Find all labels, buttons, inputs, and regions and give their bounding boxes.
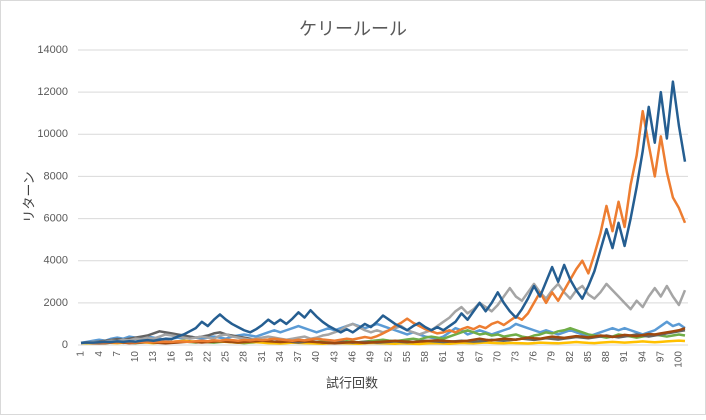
- x-tick-label: 13: [148, 351, 159, 363]
- x-tick-label: 70: [492, 351, 503, 363]
- y-tick-label: 2000: [44, 297, 68, 309]
- x-tick-label: 58: [420, 351, 431, 363]
- x-tick-label: 91: [619, 351, 630, 363]
- x-tick-label: 88: [601, 351, 612, 363]
- series-line: [80, 80, 687, 345]
- y-tick-label: 4000: [44, 255, 68, 267]
- y-tick-label: 10000: [37, 128, 68, 140]
- y-axis-title: リターン: [21, 171, 36, 222]
- x-tick-label: 67: [474, 351, 485, 363]
- y-tick-label: 6000: [44, 212, 68, 224]
- x-tick-label: 16: [166, 351, 177, 363]
- y-tick-label: 8000: [44, 170, 68, 182]
- x-tick-label: 34: [275, 351, 286, 363]
- x-tick-label: 97: [655, 351, 666, 363]
- x-tick-label: 85: [583, 351, 594, 363]
- y-tick-label: 0: [62, 339, 68, 351]
- y-tick-label: 14000: [37, 44, 68, 56]
- x-axis-title: 試行回数: [326, 375, 378, 390]
- x-tick-label: 100: [674, 351, 685, 368]
- x-tick-label: 43: [329, 351, 340, 363]
- x-tick-label: 7: [112, 351, 123, 357]
- x-tick-label: 19: [184, 351, 195, 363]
- x-tick-label: 49: [366, 351, 377, 363]
- x-tick-label: 82: [565, 351, 576, 363]
- x-tick-label: 73: [511, 351, 522, 363]
- x-tick-label: 79: [547, 351, 558, 363]
- x-tick-label: 52: [384, 351, 395, 363]
- x-tick-label: 46: [347, 351, 358, 363]
- x-tick-label: 55: [402, 351, 413, 363]
- x-tick-label: 1: [76, 351, 87, 357]
- x-tick-label: 10: [130, 351, 141, 363]
- x-tick-label: 4: [94, 351, 105, 357]
- series-line: [80, 109, 687, 345]
- x-tick-label: 40: [311, 351, 322, 363]
- x-tick-label: 37: [293, 351, 304, 363]
- x-tick-label: 25: [221, 351, 232, 363]
- x-tick-label: 64: [456, 351, 467, 363]
- y-tick-label: 12000: [37, 86, 68, 98]
- x-tick-label: 61: [438, 351, 449, 363]
- chart-title: ケリールール: [299, 19, 407, 39]
- x-tick-label: 22: [202, 351, 213, 363]
- x-tick-label: 28: [239, 351, 250, 363]
- x-tick-label: 31: [257, 351, 268, 363]
- x-tick-label: 94: [637, 351, 648, 363]
- x-tick-label: 76: [529, 351, 540, 363]
